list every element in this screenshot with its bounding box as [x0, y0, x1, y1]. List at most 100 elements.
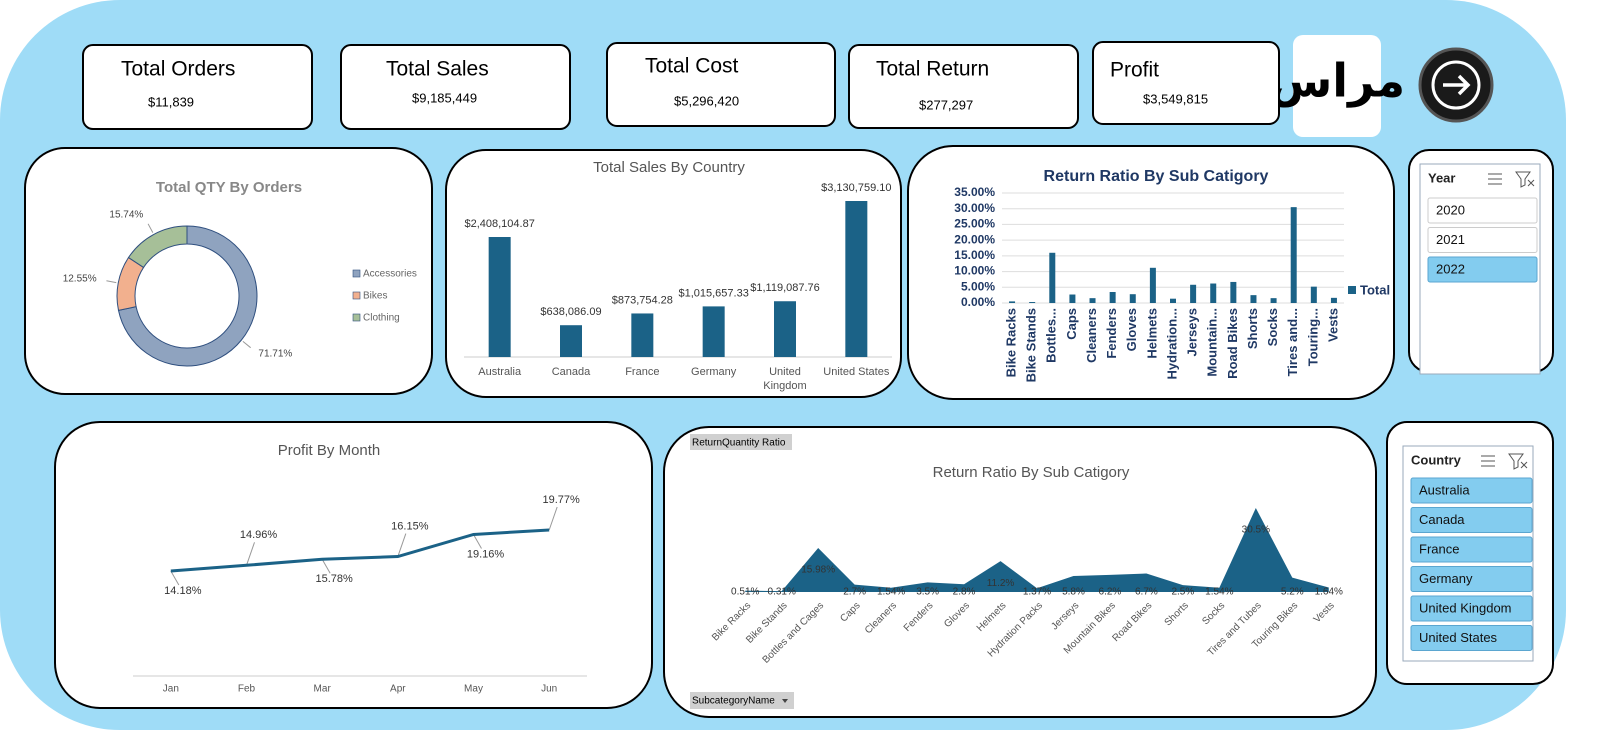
donut-slice — [127, 225, 188, 269]
x-tick-label: Australia — [478, 366, 522, 378]
slicer-item-label: United Kingdom — [1419, 600, 1512, 615]
kpi-value: $11,839 — [148, 94, 194, 109]
x-tick-label: Mar — [314, 684, 332, 695]
panel — [848, 44, 1079, 129]
leader-line — [473, 534, 482, 549]
slicer-item[interactable] — [1410, 477, 1533, 504]
data-label: $638,086.09 — [540, 306, 601, 318]
kpi-title: Total Orders — [121, 58, 235, 81]
data-label: 3.5% — [916, 587, 939, 598]
kpi-title: Total Return — [876, 58, 989, 81]
x-tick-label: Bike Stands — [1024, 308, 1039, 382]
slicer-item[interactable] — [1410, 536, 1533, 563]
multi-select-icon[interactable] — [1488, 173, 1502, 185]
x-tick-label: Jerseys — [1185, 308, 1200, 356]
legend-swatch — [1348, 286, 1356, 294]
bar — [1310, 286, 1317, 303]
x-tick-label: France — [625, 366, 659, 378]
chart-title: Total QTY By Orders — [156, 179, 302, 196]
next-button[interactable] — [1418, 47, 1494, 123]
legend-label: Accessories — [363, 269, 417, 280]
field-button[interactable] — [690, 692, 794, 709]
slicer-item-label: Australia — [1419, 482, 1470, 497]
bar — [702, 306, 725, 357]
leader-line — [242, 340, 251, 349]
x-tick-label: Shorts — [1245, 308, 1260, 349]
data-label: 16.15% — [391, 520, 429, 532]
data-label: 15.74% — [109, 210, 143, 221]
x-tick-label: Socks — [1265, 308, 1280, 346]
x-tick-label: Fenders — [1104, 308, 1119, 359]
legend-swatch — [352, 291, 361, 300]
x-tick-label: Bike Racks — [1003, 308, 1018, 377]
bar — [1109, 292, 1116, 303]
data-label: 15.78% — [316, 573, 354, 585]
data-label: 14.96% — [240, 529, 278, 541]
legend-swatch — [352, 313, 361, 322]
bar — [488, 237, 511, 357]
panel — [340, 44, 571, 130]
slicer-item[interactable] — [1410, 595, 1533, 622]
field-button-label: ReturnQuantity Ratio — [692, 438, 786, 449]
leader-line — [321, 559, 331, 574]
slicer-item[interactable] — [1410, 507, 1533, 533]
panel — [663, 426, 1377, 718]
slicer-title: Country — [1411, 452, 1462, 467]
data-label: 2.8% — [953, 587, 976, 598]
kpi-value: $9,185,449 — [412, 90, 477, 105]
x-tick-label: Touring... — [1305, 308, 1320, 366]
clear-filter-icon[interactable] — [1515, 171, 1535, 188]
slicer-title: Year — [1428, 170, 1455, 185]
data-label: $873,754.28 — [612, 294, 673, 306]
x-tick-label: Jan — [163, 684, 179, 695]
data-label: $2,408,104.87 — [464, 218, 534, 230]
slicer-item[interactable] — [1410, 625, 1533, 651]
x-tick-label: Vests — [1325, 308, 1340, 342]
panel — [1092, 41, 1280, 125]
data-label: 14.18% — [164, 585, 202, 597]
y-tick-label: 0.00% — [961, 295, 995, 309]
multi-select-icon[interactable] — [1481, 455, 1495, 467]
field-button-label: SubcategoryName — [692, 696, 775, 707]
slicer-item[interactable] — [1427, 227, 1538, 253]
data-label: 0.51% — [731, 587, 759, 598]
x-tick-label: Tires and... — [1285, 308, 1300, 376]
slicer-item[interactable] — [1410, 566, 1533, 592]
bar — [1250, 295, 1257, 303]
x-tick-label: Caps — [1064, 308, 1079, 340]
y-tick-label: 15.00% — [954, 248, 995, 262]
data-label: 6.7% — [1135, 587, 1158, 598]
slicer-item-label: France — [1419, 541, 1459, 556]
chart-title: Total Sales By Country — [593, 159, 745, 176]
x-tick-label: Bottles... — [1044, 308, 1059, 363]
data-label: 1.54% — [1205, 587, 1233, 598]
donut-slice — [117, 225, 258, 367]
x-tick-label: Germany — [691, 366, 737, 378]
y-tick-label: 35.00% — [954, 185, 995, 199]
slicer-item[interactable] — [1427, 197, 1538, 224]
leader-line — [106, 280, 117, 284]
clear-filter-icon[interactable] — [1508, 453, 1528, 470]
bar — [1069, 294, 1076, 303]
bar — [1170, 298, 1176, 303]
x-tick-label: Helmets — [1144, 308, 1159, 359]
y-tick-label: 5.00% — [961, 279, 995, 293]
chart-title: Return Ratio By Sub Catigory — [1044, 168, 1269, 185]
slicer-item-label: Canada — [1419, 512, 1465, 527]
dropdown-arrow — [782, 699, 788, 703]
data-label: $1,015,657.33 — [678, 287, 748, 299]
field-button[interactable] — [690, 434, 792, 450]
bar — [1190, 284, 1197, 303]
data-label: 5.8% — [1062, 587, 1085, 598]
data-label: 2.7% — [843, 587, 866, 598]
leader-line — [397, 533, 407, 557]
logo-box — [1293, 35, 1381, 137]
y-tick-label: 20.00% — [954, 232, 995, 246]
panel — [82, 44, 313, 130]
x-tick-label: United Kingdom — [763, 366, 806, 392]
slicer-item[interactable] — [1427, 256, 1538, 283]
legend-swatch — [352, 269, 361, 278]
x-tick-label: Hydration... — [1164, 308, 1179, 380]
